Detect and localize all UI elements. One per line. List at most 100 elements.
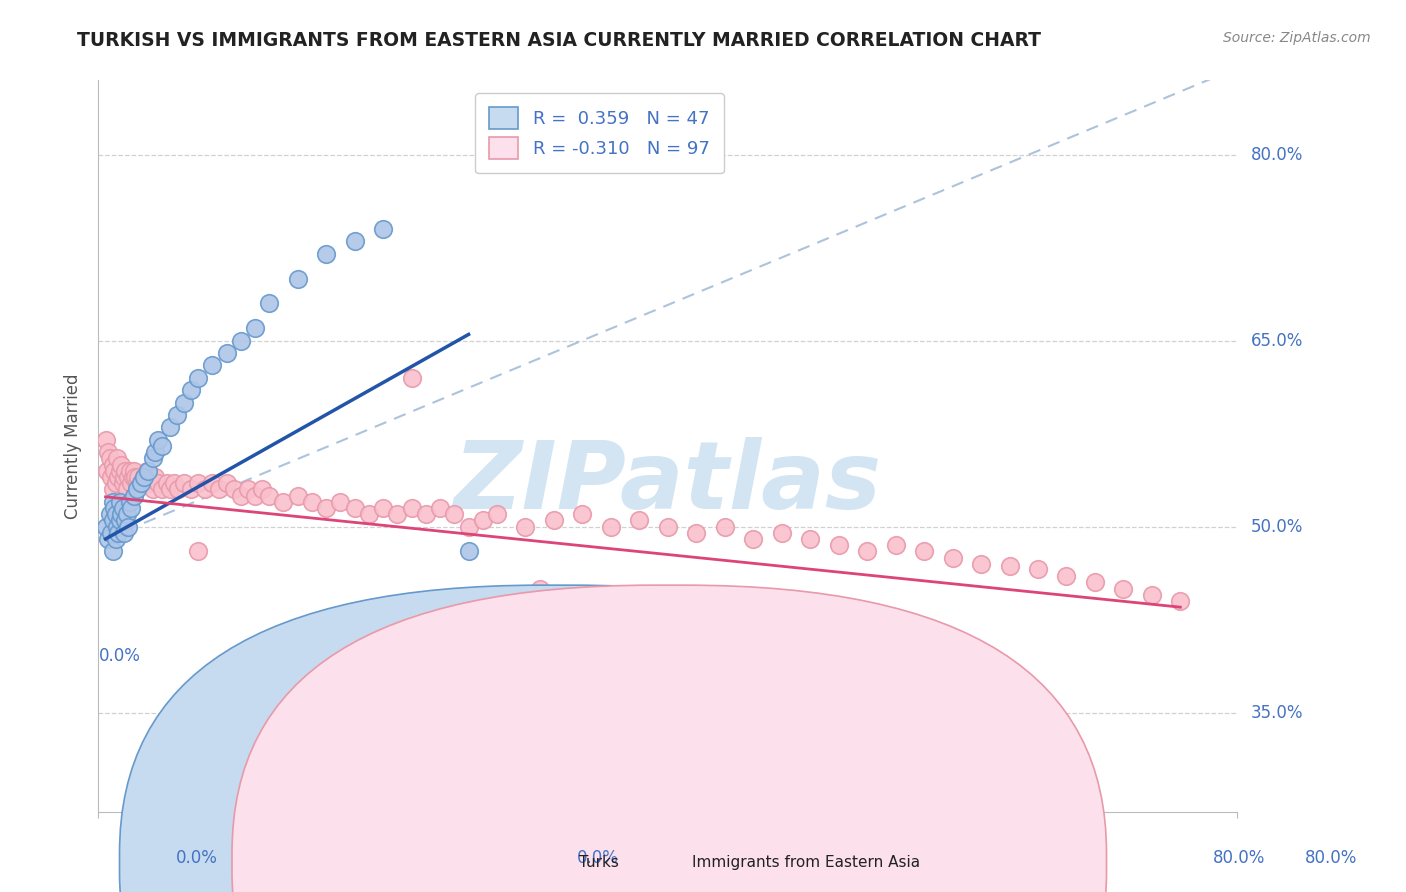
Point: [657, 519, 679, 533]
Point: [94, 519, 117, 533]
Point: [515, 519, 537, 533]
Point: [111, 476, 134, 491]
Text: 50.0%: 50.0%: [1251, 517, 1303, 535]
Point: [287, 271, 309, 285]
Point: [108, 464, 131, 478]
Point: [125, 483, 148, 497]
Text: 80.0%: 80.0%: [1251, 145, 1303, 163]
Point: [120, 476, 142, 491]
Point: [141, 483, 163, 497]
Point: [101, 458, 124, 472]
Point: [1140, 588, 1163, 602]
Point: [145, 445, 167, 459]
Point: [259, 489, 281, 503]
Point: [243, 321, 266, 335]
Point: [187, 476, 209, 491]
Text: 0.0%: 0.0%: [98, 648, 141, 665]
Point: [387, 507, 409, 521]
Point: [415, 507, 437, 521]
Point: [121, 470, 143, 484]
Point: [114, 464, 136, 478]
Point: [96, 464, 118, 478]
Point: [159, 483, 181, 497]
Point: [132, 470, 155, 484]
Point: [118, 464, 141, 478]
Point: [685, 525, 707, 540]
Point: [115, 483, 138, 497]
Point: [287, 489, 309, 503]
Point: [122, 464, 145, 478]
Point: [118, 495, 141, 509]
Point: [714, 519, 737, 533]
Point: [1084, 575, 1107, 590]
Point: [273, 495, 295, 509]
Point: [229, 334, 252, 348]
Point: [215, 476, 238, 491]
Point: [148, 476, 170, 491]
Point: [486, 507, 509, 521]
Point: [100, 525, 122, 540]
Point: [1112, 582, 1135, 596]
Point: [828, 538, 851, 552]
Point: [315, 247, 337, 261]
Point: [103, 500, 125, 515]
Text: TURKISH VS IMMIGRANTS FROM EASTERN ASIA CURRENTLY MARRIED CORRELATION CHART: TURKISH VS IMMIGRANTS FROM EASTERN ASIA …: [77, 31, 1042, 50]
Point: [129, 476, 152, 491]
Point: [856, 544, 879, 558]
Point: [1056, 569, 1078, 583]
Point: [127, 470, 149, 484]
Point: [110, 507, 132, 521]
Text: 80.0%: 80.0%: [1305, 849, 1357, 867]
Point: [141, 451, 163, 466]
Point: [167, 483, 190, 497]
Text: 80.0%: 80.0%: [1213, 849, 1265, 867]
Point: [998, 559, 1021, 574]
Text: 35.0%: 35.0%: [1251, 704, 1303, 722]
Point: [215, 755, 238, 769]
Point: [357, 507, 380, 521]
Point: [180, 483, 202, 497]
Point: [101, 495, 124, 509]
Point: [98, 451, 121, 466]
Point: [742, 532, 765, 546]
Point: [108, 495, 131, 509]
Point: [415, 607, 437, 621]
Point: [799, 532, 821, 546]
Point: [1170, 594, 1192, 608]
Point: [571, 507, 593, 521]
Text: Turks: Turks: [579, 855, 619, 870]
Point: [942, 550, 965, 565]
Point: [152, 439, 174, 453]
Point: [187, 371, 209, 385]
Point: [124, 470, 146, 484]
Point: [343, 235, 366, 249]
Point: [443, 507, 465, 521]
Point: [912, 544, 935, 558]
Point: [429, 500, 451, 515]
Point: [970, 557, 993, 571]
Point: [94, 433, 117, 447]
Point: [111, 500, 134, 515]
Point: [401, 500, 423, 515]
Y-axis label: Currently Married: Currently Married: [65, 373, 83, 519]
Point: [215, 346, 238, 360]
Point: [148, 433, 170, 447]
Point: [112, 525, 135, 540]
Point: [343, 500, 366, 515]
Point: [103, 464, 125, 478]
Point: [98, 507, 121, 521]
Point: [122, 489, 145, 503]
Point: [163, 476, 186, 491]
Point: [132, 470, 155, 484]
Point: [156, 476, 179, 491]
Point: [236, 483, 259, 497]
Point: [105, 519, 128, 533]
Point: [343, 656, 366, 670]
Point: [457, 519, 479, 533]
Text: Source: ZipAtlas.com: Source: ZipAtlas.com: [1223, 31, 1371, 45]
Point: [120, 500, 142, 515]
Point: [373, 500, 395, 515]
Point: [145, 470, 167, 484]
Point: [194, 483, 217, 497]
Point: [117, 519, 139, 533]
